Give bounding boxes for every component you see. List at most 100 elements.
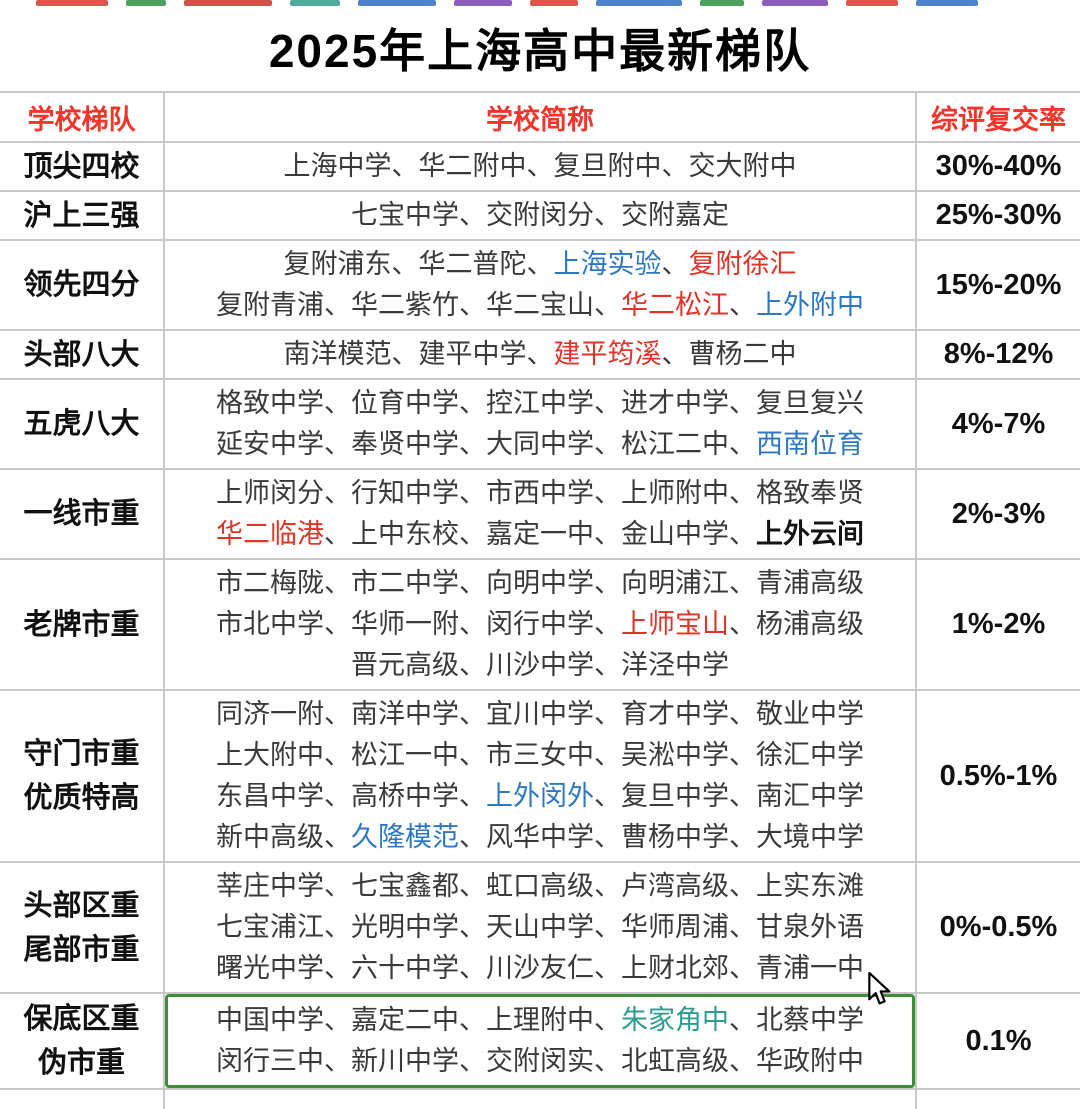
text-fragment xyxy=(36,0,108,6)
tier-row: 沪上三强 七宝中学、交附闵分、交附嘉定 25%-30% xyxy=(0,192,1080,241)
tier-label-line: 守门市重 xyxy=(23,738,140,770)
school-name-text: 西南位育 xyxy=(756,429,864,459)
schools-line: 新中高级、久隆模范、风华中学、曹杨中学、大境中学 xyxy=(169,817,911,858)
schools-line: 市二梅陇、市二中学、向明中学、向明浦江、青浦高级 xyxy=(169,563,911,604)
tier-label: 领先四分 xyxy=(0,241,165,329)
schools-line: 东昌中学、高桥中学、上外闵外、复旦中学、南汇中学 xyxy=(169,776,911,817)
school-name-text: 建平筠溪 xyxy=(553,339,662,369)
school-name-text: 、北蔡中学 xyxy=(729,1005,864,1035)
rate-value: 0.5%-1% xyxy=(915,691,1080,861)
school-name-text: 上外附中 xyxy=(756,290,864,320)
empty-cell xyxy=(0,1090,165,1109)
table-header-row: 学校梯队 学校简称 综评复交率 xyxy=(0,93,1080,143)
tier-row: 领先四分 复附浦东、华二普陀、上海实验、复附徐汇 复附青浦、华二紫竹、华二宝山、华二… xyxy=(0,241,1080,331)
schools-cell: 市二梅陇、市二中学、向明中学、向明浦江、青浦高级 市北中学、华师一附、闵行中学、上… xyxy=(165,560,915,689)
schools-cell: 格致中学、位育中学、控江中学、进才中学、复旦复兴 延安中学、奉贤中学、大同中学、松… xyxy=(165,380,915,468)
schools-line: 市北中学、华师一附、闵行中学、上师宝山、杨浦高级 xyxy=(169,604,911,645)
tier-label: 保底区重 伪市重 xyxy=(0,994,165,1088)
tier-label: 一线市重 xyxy=(0,470,165,558)
school-name-text: 七宝中学、交附闵分、交附嘉定 xyxy=(351,200,729,230)
tier-row: 顶尖四校 上海中学、华二附中、复旦附中、交大附中 30%-40% xyxy=(0,143,1080,192)
schools-line: 中国中学、嘉定二中、上理附中、朱家角中、北蔡中学 xyxy=(172,1000,908,1041)
schools-cell: 莘庄中学、七宝鑫都、虹口高级、卢湾高级、上实东滩 七宝浦江、光明中学、天山中学、华… xyxy=(165,863,915,992)
school-name-text: 上海中学、华二附中、复旦附中、交大附中 xyxy=(283,151,797,181)
school-name-text: 上外云间 xyxy=(756,519,864,549)
schools-line: 上大附中、松江一中、市三女中、吴淞中学、徐汇中学 xyxy=(169,735,911,776)
rate-value: 4%-7% xyxy=(915,380,1080,468)
tier-label-line: 优质特高 xyxy=(23,782,140,814)
text-fragment xyxy=(762,0,828,6)
text-fragment xyxy=(184,0,272,6)
school-name-text: 南洋模范、建平中学、 xyxy=(283,339,554,369)
page-title: 2025年上海高中最新梯队 xyxy=(268,25,812,77)
rate-value: 0%-0.5% xyxy=(915,863,1080,992)
school-name-text: 久隆模范 xyxy=(351,822,459,852)
school-name-text: 、风华中学、曹杨中学、大境中学 xyxy=(459,822,864,852)
tier-label-line: 领先四分 xyxy=(23,269,140,301)
school-name-text: 、上中东校、嘉定一中、金山中学、 xyxy=(324,519,756,549)
school-name-text: 、曹杨二中 xyxy=(661,339,797,369)
tier-label-line: 顶尖四校 xyxy=(23,150,140,183)
empty-cell xyxy=(165,1090,915,1109)
school-name-text: 闵行三中、新川中学、交附闵实、北虹高级、华政附中 xyxy=(216,1046,864,1076)
schools-line: 七宝浦江、光明中学、天山中学、华师周浦、甘泉外语 xyxy=(169,907,911,948)
schools-cell-highlighted: 中国中学、嘉定二中、上理附中、朱家角中、北蔡中学闵行三中、新川中学、交附闵实、北… xyxy=(165,994,915,1088)
empty-cell xyxy=(915,1090,1080,1109)
text-fragment xyxy=(358,0,436,6)
school-name-text: 朱家角中 xyxy=(621,1005,729,1035)
rate-value: 0.1% xyxy=(915,994,1080,1088)
schools-cell: 七宝中学、交附闵分、交附嘉定 xyxy=(165,192,915,239)
text-fragment xyxy=(916,0,978,6)
header-schools: 学校简称 xyxy=(486,105,594,135)
text-fragment xyxy=(126,0,166,6)
schools-line: 上师闵分、行知中学、市西中学、上师附中、格致奉贤 xyxy=(169,473,911,514)
tier-label-line: 保底区重 xyxy=(23,1003,140,1035)
school-name-text: 、杨浦高级 xyxy=(729,609,864,639)
school-name-text: 上师宝山 xyxy=(621,609,729,639)
tier-row: 守门市重优质特高 同济一附、南洋中学、宜川中学、育才中学、敬业中学 上大附中、松江一… xyxy=(0,691,1080,863)
tier-label-line: 沪上三强 xyxy=(23,199,140,232)
school-name-text: 莘庄中学、七宝鑫都、虹口高级、卢湾高级、上实东滩 xyxy=(216,871,864,901)
tier-row: 头部区重 尾部市重 莘庄中学、七宝鑫都、虹口高级、卢湾高级、上实东滩 七宝浦江、光明中… xyxy=(0,863,1080,994)
tier-row: 头部八大 南洋模范、建平中学、建平筠溪、曹杨二中 8%-12% xyxy=(0,331,1080,380)
schools-line: 延安中学、奉贤中学、大同中学、松江二中、西南位育 xyxy=(169,424,911,465)
school-name-text: 晋元高级、川沙中学、洋泾中学 xyxy=(351,650,729,680)
school-name-text: 延安中学、奉贤中学、大同中学、松江二中、 xyxy=(216,429,756,459)
tier-label-line: 头部区重 xyxy=(23,889,140,922)
school-name-text: 、复旦中学、南汇中学 xyxy=(594,781,864,811)
tier-row: 老牌市重 市二梅陇、市二中学、向明中学、向明浦江、青浦高级 市北中学、华师一附、闵行… xyxy=(0,560,1080,691)
tier-label: 老牌市重 xyxy=(0,560,165,689)
school-name-text: 七宝浦江、光明中学、天山中学、华师周浦、甘泉外语 xyxy=(216,912,864,942)
school-name-text: 复附徐汇 xyxy=(688,249,797,279)
tier-table: 学校梯队 学校简称 综评复交率 顶尖四校 上海中学、华二附中、复旦附中、交大附中 3… xyxy=(0,91,1080,1109)
schools-line: 上海中学、华二附中、复旦附中、交大附中 xyxy=(169,146,911,187)
tier-label: 头部八大 xyxy=(0,331,165,378)
tier-row: 一线市重 上师闵分、行知中学、市西中学、上师附中、格致奉贤华二临港、上中东校、嘉定… xyxy=(0,470,1080,560)
partial-empty-row xyxy=(0,1090,1080,1109)
school-name-text: 曙光中学、六十中学、川沙友仁、上财北郊、青浦一中 xyxy=(216,953,864,983)
school-name-text: 中国中学、嘉定二中、上理附中、 xyxy=(216,1005,621,1035)
text-fragment xyxy=(596,0,682,6)
tier-label-line: 老牌市重 xyxy=(23,608,140,641)
tier-label: 顶尖四校 xyxy=(0,143,165,190)
schools-line: 曙光中学、六十中学、川沙友仁、上财北郊、青浦一中 xyxy=(169,948,911,989)
school-name-text: 同济一附、南洋中学、宜川中学、育才中学、敬业中学 xyxy=(216,699,864,729)
schools-line: 同济一附、南洋中学、宜川中学、育才中学、敬业中学 xyxy=(169,694,911,735)
header-rate: 综评复交率 xyxy=(915,93,1080,141)
schools-line: 复附青浦、华二紫竹、华二宝山、华二松江、上外附中 xyxy=(169,285,911,326)
school-name-text: 、 xyxy=(729,290,756,320)
text-fragment xyxy=(846,0,898,6)
text-fragment xyxy=(290,0,340,6)
schools-line: 南洋模范、建平中学、建平筠溪、曹杨二中 xyxy=(169,334,911,375)
header-tier: 学校梯队 xyxy=(0,93,165,141)
schools-cell: 上海中学、华二附中、复旦附中、交大附中 xyxy=(165,143,915,190)
schools-cell: 上师闵分、行知中学、市西中学、上师附中、格致奉贤华二临港、上中东校、嘉定一中、金… xyxy=(165,470,915,558)
school-name-text: 市北中学、华师一附、闵行中学、 xyxy=(216,609,621,639)
tier-label-line: 五虎八大 xyxy=(23,408,140,440)
school-name-text: 华二临港 xyxy=(216,519,324,549)
text-fragment xyxy=(700,0,744,6)
school-name-text: 华二松江 xyxy=(621,290,729,320)
school-name-text: 上大附中、松江一中、市三女中、吴淞中学、徐汇中学 xyxy=(216,740,864,770)
clipped-text-strip xyxy=(0,0,1080,9)
